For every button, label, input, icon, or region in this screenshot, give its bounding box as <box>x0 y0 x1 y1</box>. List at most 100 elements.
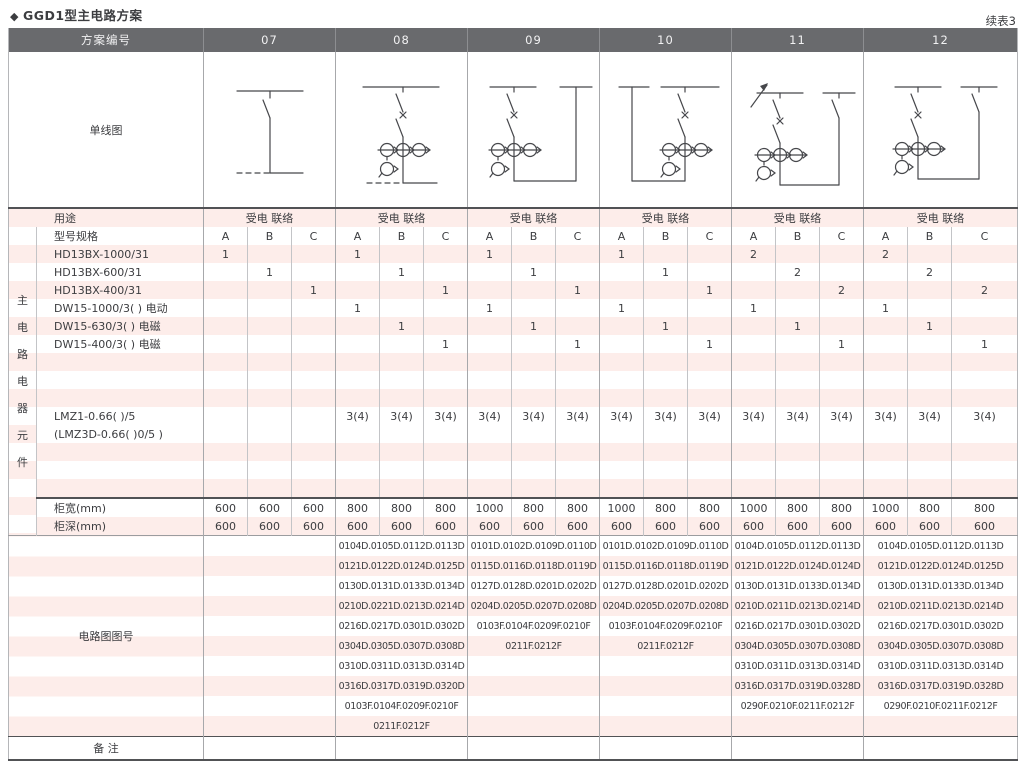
grid-cell <box>335 425 380 443</box>
grid-cell: 1 <box>467 245 512 263</box>
header-scheme-11: 11 <box>731 28 864 52</box>
grid-cell: 3(4) <box>863 407 908 425</box>
grid-cell <box>247 425 292 443</box>
grid-cell <box>731 317 776 335</box>
drawing-number-cell-11: 0304D.0305D.0307D.0308D <box>731 636 864 656</box>
grid-cell <box>291 353 336 371</box>
grid-cell <box>203 407 248 425</box>
grid-cell <box>467 353 512 371</box>
grid-cell <box>599 443 644 461</box>
header-scheme-09: 09 <box>467 28 600 52</box>
drawing-number-cell-07 <box>203 556 336 576</box>
grid-cell <box>203 371 248 389</box>
grid-cell <box>423 263 468 281</box>
drawing-number-cell-12: 0316D.0317D.0319D.0328D <box>863 676 1018 696</box>
grid-cell <box>687 353 732 371</box>
grid-cell: 600 <box>643 517 688 536</box>
grid-cell: 2 <box>907 263 952 281</box>
grid-cell <box>555 461 600 479</box>
table-row <box>9 371 1018 389</box>
drawing-number-cell-07 <box>203 676 336 696</box>
drawing-number-cell-07 <box>203 716 336 737</box>
grid-cell: 1 <box>599 299 644 317</box>
grid-cell: 3(4) <box>819 407 864 425</box>
grid-cell: 1 <box>203 245 248 263</box>
row-label: HD13BX-400/31 <box>36 281 204 299</box>
grid-cell: 1000 <box>863 497 908 517</box>
grid-cell: 600 <box>951 517 1018 536</box>
grid-cell: 3(4) <box>467 407 512 425</box>
grid-cell: 2 <box>863 245 908 263</box>
drawing-number-cell-08: 0104D.0105D.0112D.0113D <box>335 535 468 556</box>
grid-cell <box>467 371 512 389</box>
grid-cell <box>335 281 380 299</box>
grid-cell: 600 <box>819 517 864 536</box>
grid-cell <box>819 263 864 281</box>
grid-cell: 1 <box>643 317 688 335</box>
grid-cell <box>511 371 556 389</box>
grid-cell <box>687 425 732 443</box>
grid-cell <box>379 371 424 389</box>
grid-cell <box>907 281 952 299</box>
drawing-number-row: 0310D.0311D.0313D.0314D 0310D.0311D.0313D… <box>9 656 1018 676</box>
grid-cell <box>555 353 600 371</box>
grid-cell: C <box>291 227 336 245</box>
usage-cell-07: 受电 联络 <box>203 207 336 227</box>
grid-cell <box>335 443 380 461</box>
grid-cell <box>819 443 864 461</box>
grid-cell <box>511 281 556 299</box>
grid-cell <box>907 335 952 353</box>
grid-cell <box>555 443 600 461</box>
grid-cell <box>291 389 336 407</box>
grid-cell <box>907 479 952 498</box>
drawing-number-cell-07 <box>203 596 336 616</box>
grid-cell <box>247 245 292 263</box>
grid-cell: 800 <box>687 497 732 517</box>
grid-cell <box>731 425 776 443</box>
grid-cell: 600 <box>203 517 248 536</box>
grid-cell: 3(4) <box>951 407 1018 425</box>
grid-cell <box>247 443 292 461</box>
grid-cell <box>247 335 292 353</box>
grid-cell <box>775 335 820 353</box>
table-row <box>9 389 1018 407</box>
drawing-number-cell-11: 0316D.0317D.0319D.0328D <box>731 676 864 696</box>
drawing-number-cell-08: 0130D.0131D.0133D.0134D <box>335 576 468 596</box>
grid-cell <box>203 317 248 335</box>
grid-cell <box>555 299 600 317</box>
grid-cell <box>599 263 644 281</box>
header-scheme-number: 方案编号 <box>8 28 204 52</box>
grid-cell <box>951 389 1018 407</box>
drawing-number-row: 0103F.0104F.0209F.0210F 0290F.0210F.0211F… <box>9 696 1018 716</box>
grid-cell: 600 <box>687 517 732 536</box>
grid-cell: 1 <box>687 335 732 353</box>
drawing-number-cell-08: 0310D.0311D.0313D.0314D <box>335 656 468 676</box>
grid-cell <box>555 425 600 443</box>
grid-cell <box>467 389 512 407</box>
grid-cell <box>291 443 336 461</box>
grid-cell <box>731 353 776 371</box>
grid-cell <box>775 299 820 317</box>
grid-cell <box>863 461 908 479</box>
grid-cell: 1 <box>555 281 600 299</box>
grid-cell <box>599 461 644 479</box>
grid-cell: 800 <box>379 497 424 517</box>
grid-cell: B <box>775 227 820 245</box>
drawing-number-cell-09: 0127D.0128D.0201D.0202D <box>467 576 600 596</box>
drawing-number-cell-11: 0216D.0217D.0301D.0302D <box>731 616 864 636</box>
grid-cell <box>379 353 424 371</box>
grid-cell <box>731 281 776 299</box>
row-label: 柜宽(mm) <box>36 497 204 517</box>
grid-cell <box>247 461 292 479</box>
grid-cell <box>775 353 820 371</box>
grid-cell <box>335 335 380 353</box>
grid-cell <box>643 461 688 479</box>
drawing-number-row: 0211F.0212F <box>9 716 1018 737</box>
grid-cell <box>907 389 952 407</box>
single-line-diagram-11 <box>731 52 864 208</box>
grid-cell <box>907 443 952 461</box>
grid-cell: 1 <box>379 317 424 335</box>
grid-cell <box>819 317 864 335</box>
diagram-row-label: 单线图 <box>8 52 204 208</box>
grid-cell <box>379 281 424 299</box>
